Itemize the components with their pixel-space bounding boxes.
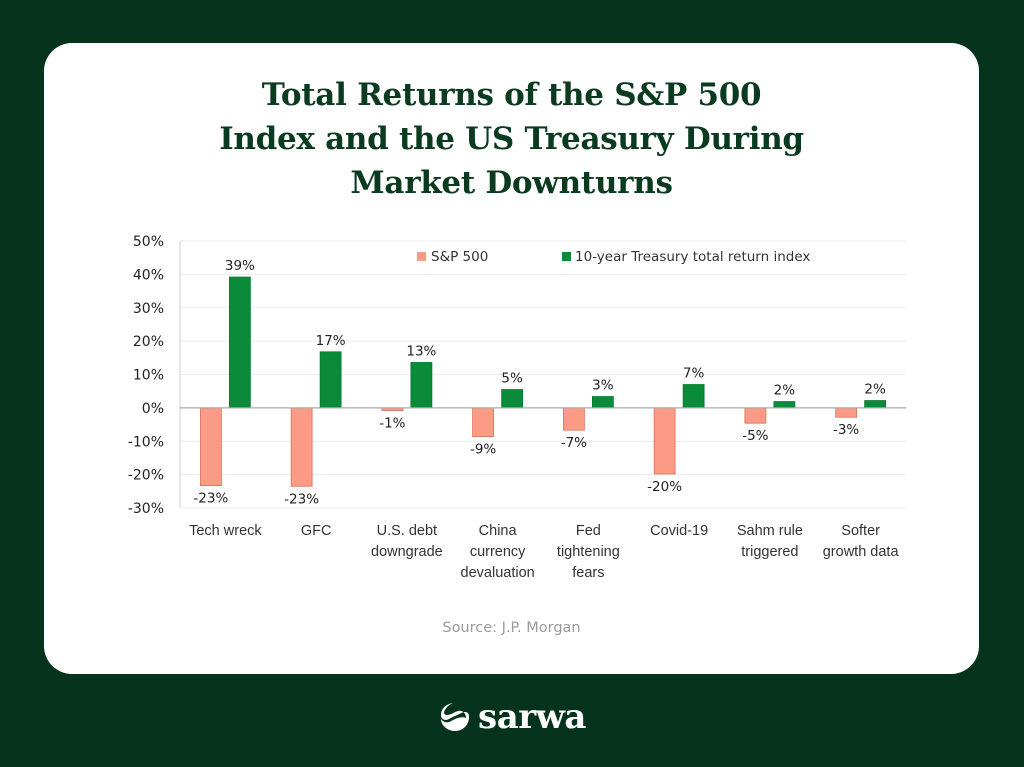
x-category-label: tightening: [557, 544, 620, 560]
y-tick-label: -10%: [128, 434, 164, 450]
bar-sp500: [653, 407, 676, 475]
x-category-label: Softer: [841, 523, 880, 539]
x-category-label: triggered: [741, 544, 798, 560]
x-category-label: devaluation: [461, 565, 535, 581]
x-category-label: downgrade: [371, 544, 443, 560]
x-category-label: Sahm rule: [737, 523, 803, 539]
data-label-treasury: 13%: [406, 343, 436, 359]
y-tick-label: 30%: [133, 301, 164, 317]
brand-name: sarwa: [478, 697, 586, 737]
y-tick-label: 0%: [142, 401, 164, 417]
data-label-sp500: -1%: [379, 416, 405, 432]
x-category-label: GFC: [301, 523, 332, 539]
data-label-sp500: -23%: [193, 491, 228, 507]
sarwa-logo-icon: [441, 703, 470, 731]
data-label-sp500: -5%: [742, 428, 768, 444]
title-line-2: Index and the US Treasury During: [219, 121, 804, 157]
bar-treasury: [682, 384, 705, 409]
data-label-treasury: 17%: [316, 333, 346, 349]
x-category-label: fears: [572, 565, 604, 581]
data-label-treasury: 2%: [774, 383, 796, 399]
source-note: Source: J.P. Morgan: [442, 620, 581, 636]
bar-treasury: [591, 396, 614, 409]
bar-treasury: [228, 276, 251, 409]
chart-card: Total Returns of the S&P 500 Index and t…: [44, 43, 979, 674]
data-label-treasury: 5%: [501, 371, 523, 387]
bar-treasury: [773, 401, 796, 409]
data-label-treasury: 2%: [864, 382, 886, 398]
y-tick-label: 50%: [133, 234, 164, 250]
y-tick-label: 10%: [133, 368, 164, 384]
x-category-label: currency: [470, 544, 526, 560]
y-tick-label: -20%: [128, 468, 164, 484]
x-category-label: Covid-19: [650, 523, 708, 539]
x-category-label: U.S. debt: [377, 523, 437, 539]
bar-treasury: [501, 389, 524, 409]
data-label-treasury: 39%: [225, 258, 255, 274]
data-label-treasury: 3%: [592, 378, 614, 394]
bar-sp500: [472, 407, 495, 437]
bar-sp500: [744, 407, 767, 424]
chart-title: Total Returns of the S&P 500 Index and t…: [44, 73, 979, 205]
x-category-label: growth data: [823, 544, 900, 560]
data-label-sp500: -7%: [561, 435, 587, 451]
data-label-sp500: -9%: [470, 442, 496, 458]
data-label-treasury: 7%: [683, 366, 705, 382]
brand-footer: sarwa: [0, 697, 1024, 737]
bar-treasury: [319, 351, 342, 409]
data-label-sp500: -3%: [833, 422, 859, 438]
title-line-3: Market Downturns: [350, 165, 673, 201]
bar-treasury: [864, 400, 887, 409]
legend-swatch-treasury: [562, 252, 571, 261]
bar-treasury: [410, 362, 433, 409]
y-tick-label: -30%: [128, 501, 164, 517]
data-label-sp500: -20%: [647, 479, 682, 495]
bar-sp500: [290, 407, 313, 487]
y-tick-label: 20%: [133, 334, 164, 350]
x-category-label: China: [479, 523, 518, 539]
x-category-label: Tech wreck: [189, 523, 262, 539]
title-line-1: Total Returns of the S&P 500: [261, 77, 762, 113]
y-tick-label: 40%: [133, 267, 164, 283]
bar-sp500: [199, 407, 222, 487]
bar-sp500: [562, 407, 585, 431]
legend-label-sp500: S&P 500: [431, 249, 488, 265]
bar-sp500: [835, 407, 858, 418]
data-label-sp500: -23%: [284, 491, 319, 507]
x-category-label: Fed: [576, 523, 601, 539]
legend-swatch-sp500: [417, 252, 426, 261]
legend-label-treasury: 10-year Treasury total return index: [575, 249, 810, 265]
